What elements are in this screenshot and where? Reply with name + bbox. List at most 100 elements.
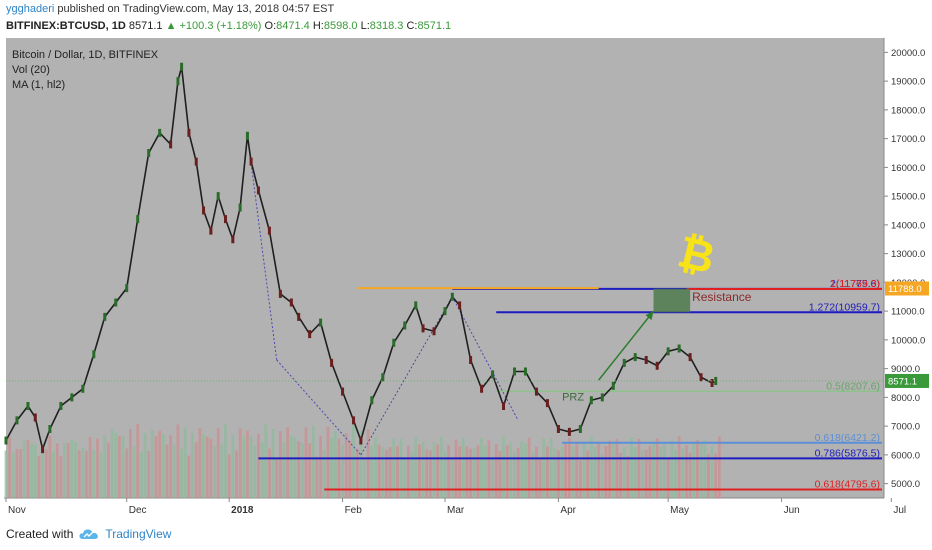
chart-area[interactable]: 5000.0 6000.0 7000.0 8000.0 9000.0 10000.0 110…: [4, 38, 930, 516]
volume-bar: [428, 450, 432, 498]
volume-bar: [608, 440, 612, 498]
resistance-label: Resistance: [692, 290, 752, 304]
y-tick-label: 11000.0: [891, 307, 925, 318]
volume-bar: [209, 438, 213, 498]
y-tick-label: 13000.0: [891, 249, 925, 260]
price-candle: [403, 321, 407, 330]
volume-bar: [41, 441, 44, 498]
volume-bar: [630, 437, 633, 498]
volume-bar: [520, 441, 524, 498]
price-candle: [567, 427, 571, 436]
current-price-tag-bg: [885, 373, 929, 388]
legend-ma[interactable]: MA (1, hl2): [12, 79, 66, 91]
x-tick-label: Dec: [129, 505, 147, 516]
price-candle: [666, 347, 670, 356]
price-candle: [491, 370, 495, 379]
volume-bar: [169, 435, 173, 498]
volume-bar: [677, 436, 681, 498]
price-candle: [81, 384, 85, 393]
volume-bar: [136, 424, 140, 498]
published-text: published on TradingView.com, May 13, 20…: [57, 3, 335, 15]
volume-bar: [118, 436, 121, 498]
volume-bar: [436, 444, 440, 498]
volume-bar: [355, 448, 359, 498]
volume-bar: [388, 447, 392, 498]
price-candle: [41, 445, 45, 454]
volume-bar: [421, 441, 425, 498]
high-value: 8598.0: [323, 20, 358, 32]
volume-bar: [224, 424, 227, 498]
x-tick-label: Jul: [893, 505, 906, 516]
volume-bar: [513, 451, 516, 498]
volume-bar: [377, 444, 381, 498]
volume-bar: [150, 429, 154, 498]
volume-bar: [249, 436, 253, 498]
author-link[interactable]: ygghaderi: [6, 3, 55, 15]
volume-bar: [531, 451, 535, 498]
price-candle: [611, 381, 615, 390]
volume-bar: [707, 453, 710, 498]
volume-bar: [74, 441, 77, 498]
price-axis-panel: [884, 38, 930, 516]
volume-bar: [502, 436, 505, 498]
volume-bar: [92, 450, 96, 498]
x-tick-label: Nov: [8, 505, 26, 516]
price-candle: [103, 312, 107, 321]
price-candle: [341, 387, 345, 396]
price-candle: [238, 203, 242, 212]
volume-bar: [260, 442, 264, 498]
volume-bar: [19, 449, 23, 498]
volume-bar: [549, 438, 553, 498]
price-candle: [469, 356, 473, 364]
price-chart[interactable]: 5000.0 6000.0 7000.0 8000.0 9000.0 10000.0 110…: [4, 38, 930, 516]
volume-bar: [8, 437, 12, 498]
high-label: H:: [312, 20, 324, 32]
price-candle: [677, 344, 681, 353]
volume-bar: [286, 427, 290, 498]
prz-label: PRZ: [562, 391, 584, 403]
chart-legend: Bitcoin / Dollar, 1D, BITFINEX Vol (20) …: [12, 48, 158, 93]
price-candle: [169, 140, 173, 149]
volume-bar: [180, 448, 183, 498]
low-label: L:: [360, 20, 370, 32]
volume-bar: [538, 457, 542, 498]
volume-bar: [685, 445, 688, 498]
volume-bar: [564, 443, 568, 498]
price-candle: [655, 361, 659, 370]
volume-bar: [165, 444, 169, 498]
volume-bar: [337, 438, 341, 498]
volume-bar: [571, 446, 575, 498]
volume-bar: [44, 449, 48, 498]
volume-bar: [648, 445, 652, 498]
volume-bar: [597, 443, 601, 498]
price-candle: [710, 379, 714, 387]
volume-bar: [652, 442, 655, 498]
volume-bar: [699, 442, 703, 498]
y-tick-label: 19000.0: [891, 77, 925, 88]
volume-bar: [458, 446, 462, 498]
volume-bar: [710, 446, 714, 498]
price-candle: [480, 384, 484, 393]
price-candle: [26, 402, 30, 410]
price-candle: [502, 402, 506, 410]
x-tick-label: 2018: [231, 505, 254, 516]
volume-bar: [626, 455, 630, 498]
volume-bar: [154, 436, 158, 498]
volume-bar: [330, 437, 333, 498]
legend-volume[interactable]: Vol (20): [12, 64, 50, 76]
price-candle: [381, 373, 385, 382]
tradingview-brand[interactable]: TradingView: [105, 527, 172, 541]
y-tick-label: 18000.0: [891, 105, 925, 116]
volume-bar: [293, 437, 297, 498]
price-candle: [194, 157, 198, 166]
volume-bar: [450, 458, 454, 498]
volume-bar: [333, 430, 337, 498]
volume-bar: [235, 450, 238, 498]
price-candle: [216, 192, 220, 201]
open-value: 8471.4: [276, 20, 310, 32]
volume-bar: [385, 449, 388, 498]
tradingview-cloud-icon: [79, 529, 99, 539]
price-candle: [432, 327, 436, 336]
open-label: O:: [264, 20, 277, 32]
volume-bar: [491, 458, 494, 498]
